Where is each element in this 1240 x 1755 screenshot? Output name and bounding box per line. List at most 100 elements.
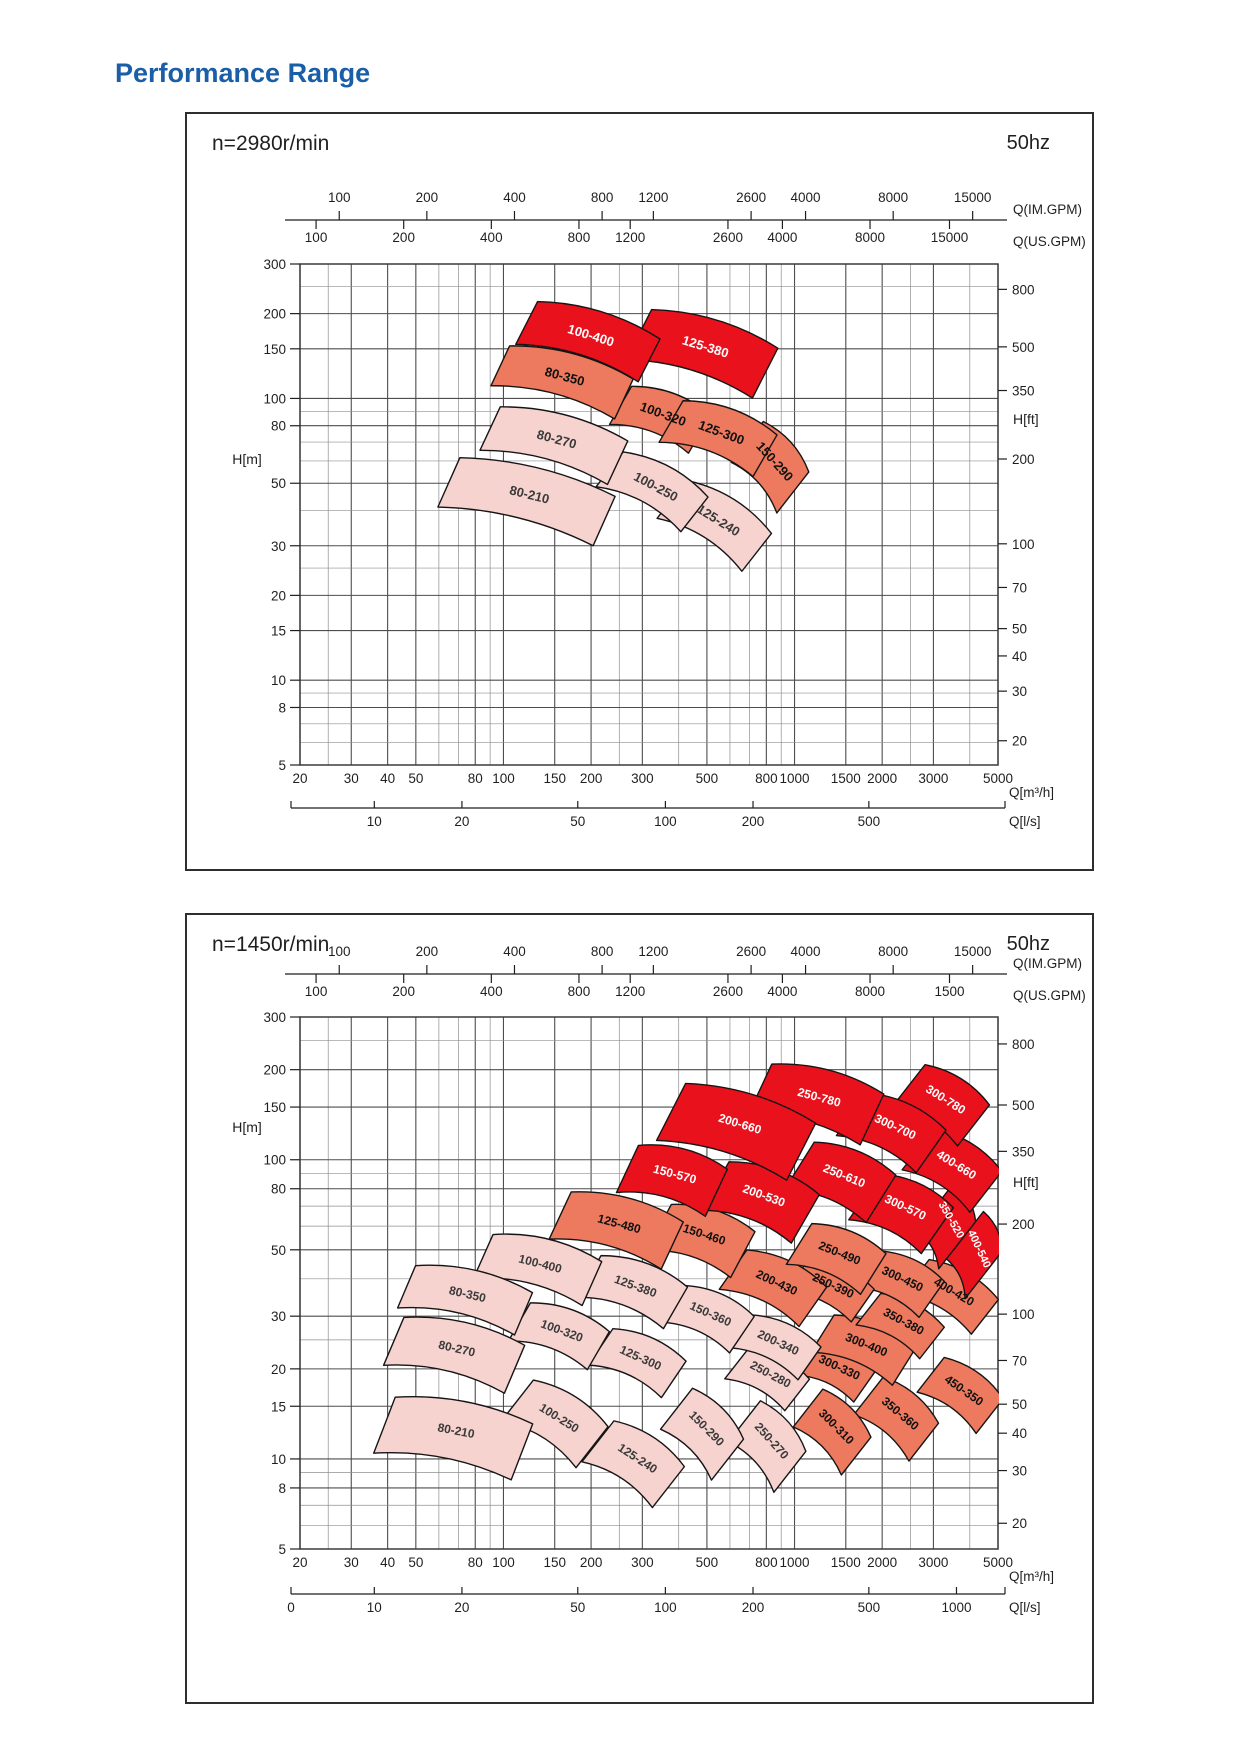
region-200-660 xyxy=(655,1082,817,1181)
flow-axis-m3h: 20 30 40 50 80 100 150 200 300 500 800 1000 1500 2000… xyxy=(292,1555,1054,1584)
chart-box-1450rpm: 100 200 400 800 1200 2600 4000 8000 15000 100 200 4… xyxy=(185,913,1094,1704)
region-80-270 xyxy=(479,406,629,486)
im-gpm-tick-label: 1200 xyxy=(638,944,668,959)
flow-m3h-tick-label: 50 xyxy=(408,771,423,786)
flow-m3h-tick-label: 5000 xyxy=(983,771,1013,786)
flow-ls-tick-label: 500 xyxy=(858,814,881,829)
head-ft-tick-label: 20 xyxy=(1012,1516,1027,1531)
im-gpm-tick-label: 1200 xyxy=(638,190,668,205)
region-80-350 xyxy=(490,345,634,420)
head-m-tick-label: 100 xyxy=(263,1153,286,1168)
us-gpm-axis-title: Q(US.GPM) xyxy=(1013,988,1086,1003)
im-gpm-tick-label: 200 xyxy=(416,190,439,205)
flow-m3h-tick-label: 300 xyxy=(631,1555,654,1570)
chart-frequency-label: 50hz xyxy=(1006,132,1050,154)
head-ft-tick-label: 200 xyxy=(1012,452,1035,467)
region-450-350 xyxy=(916,1356,999,1435)
head-ft-tick-label: 500 xyxy=(1012,340,1035,355)
region-150-360 xyxy=(659,1284,755,1354)
flow-m3h-axis-title: Q[m³/h] xyxy=(1009,1569,1054,1584)
region-80-210 xyxy=(373,1395,534,1481)
flow-ls-tick-label: 500 xyxy=(858,1600,881,1615)
region-200-340 xyxy=(728,1314,822,1381)
flow-ls-tick-label: 20 xyxy=(454,1600,469,1615)
flow-m3h-tick-label: 40 xyxy=(380,1555,395,1570)
flow-m3h-tick-label: 800 xyxy=(755,1555,778,1570)
us-gpm-tick-label: 2600 xyxy=(713,230,743,245)
head-ft-tick-label: 500 xyxy=(1012,1098,1035,1113)
im-gpm-tick-label: 2600 xyxy=(736,944,766,959)
us-gpm-tick-label: 4000 xyxy=(767,230,797,245)
flow-m3h-tick-label: 500 xyxy=(696,1555,719,1570)
flow-ls-tick-label: 200 xyxy=(742,1600,765,1615)
im-gpm-tick-label: 400 xyxy=(503,190,526,205)
region-80-210 xyxy=(437,456,616,547)
head-m-tick-label: 30 xyxy=(271,539,286,554)
pump-model-regions xyxy=(437,300,810,572)
head-axis-m: 300 200 150 100 80 50 30 20 15 10 8 5 H[m] xyxy=(232,1010,300,1557)
us-gpm-tick-label: 800 xyxy=(568,984,591,999)
head-m-tick-label: 15 xyxy=(271,1399,286,1414)
us-gpm-tick-label: 4000 xyxy=(767,984,797,999)
head-ft-axis-title: H[ft] xyxy=(1013,1174,1039,1190)
head-m-tick-label: 5 xyxy=(278,1542,286,1557)
region-125-380 xyxy=(625,308,779,399)
head-ft-tick-label: 800 xyxy=(1012,282,1035,297)
head-m-tick-label: 8 xyxy=(278,700,286,715)
head-ft-axis-title: H[ft] xyxy=(1013,411,1039,427)
head-axis-ft: 800 500 350 200 100 70 50 40 30 20 H[ft] xyxy=(998,1037,1039,1531)
flow-ls-tick-label: 20 xyxy=(454,814,469,829)
flow-axis-ls: 0 10 20 50 100 200 500 1000 Q[l/s] xyxy=(287,1587,1041,1615)
flow-ls-tick-label: 100 xyxy=(654,814,677,829)
flow-ls-axis-title: Q[l/s] xyxy=(1009,814,1041,829)
flow-ls-tick-label: 10 xyxy=(367,1600,382,1615)
flow-m3h-tick-label: 200 xyxy=(580,771,603,786)
head-axis-m: 300 200 150 100 80 50 30 20 15 10 8 5 H[m] xyxy=(232,257,300,773)
gpm-ruler: 100 200 400 800 1200 2600 4000 8000 15000 100 200 4… xyxy=(285,944,1086,1003)
flow-ls-tick-label: 100 xyxy=(654,1600,677,1615)
flow-m3h-tick-label: 200 xyxy=(580,1555,603,1570)
head-ft-tick-label: 70 xyxy=(1012,1353,1027,1368)
head-m-tick-label: 300 xyxy=(263,1010,286,1025)
region-250-270 xyxy=(727,1400,807,1494)
flow-m3h-tick-label: 3000 xyxy=(918,1555,948,1570)
head-m-tick-label: 10 xyxy=(271,1452,286,1467)
head-ft-tick-label: 20 xyxy=(1012,734,1027,749)
head-ft-tick-label: 70 xyxy=(1012,580,1027,595)
region-125-380 xyxy=(576,1254,689,1330)
head-ft-tick-label: 100 xyxy=(1012,1307,1035,1322)
us-gpm-tick-label: 400 xyxy=(480,984,503,999)
region-80-270 xyxy=(382,1316,526,1394)
head-m-tick-label: 10 xyxy=(271,673,286,688)
region-100-320 xyxy=(507,1302,611,1371)
im-gpm-tick-label: 15000 xyxy=(954,944,992,959)
im-gpm-tick-label: 100 xyxy=(328,190,351,205)
us-gpm-tick-label: 100 xyxy=(305,230,328,245)
flow-m3h-tick-label: 150 xyxy=(543,771,566,786)
flow-m3h-tick-label: 20 xyxy=(292,1555,307,1570)
chart-frequency-label: 50hz xyxy=(1006,933,1050,955)
us-gpm-tick-label: 1200 xyxy=(615,230,645,245)
im-gpm-tick-label: 2600 xyxy=(736,190,766,205)
head-m-tick-label: 50 xyxy=(271,476,286,491)
im-gpm-tick-label: 800 xyxy=(591,944,614,959)
im-gpm-tick-label: 8000 xyxy=(878,944,908,959)
head-m-tick-label: 20 xyxy=(271,1362,286,1377)
us-gpm-tick-label: 1500 xyxy=(934,984,964,999)
flow-ls-tick-label: 0 xyxy=(287,1600,295,1615)
im-gpm-tick-label: 4000 xyxy=(791,944,821,959)
head-ft-tick-label: 30 xyxy=(1012,1464,1027,1479)
flow-axis-m3h: 20 30 40 50 80 100 150 200 300 500 800 1000 1500 2000… xyxy=(292,771,1054,800)
head-ft-tick-label: 30 xyxy=(1012,684,1027,699)
us-gpm-tick-label: 15000 xyxy=(931,230,969,245)
us-gpm-tick-label: 800 xyxy=(568,230,591,245)
im-gpm-tick-label: 200 xyxy=(416,944,439,959)
im-gpm-tick-label: 400 xyxy=(503,944,526,959)
im-gpm-tick-label: 15000 xyxy=(954,190,992,205)
region-125-300 xyxy=(587,1327,687,1399)
flow-m3h-tick-label: 30 xyxy=(344,771,359,786)
flow-m3h-tick-label: 40 xyxy=(380,771,395,786)
head-m-tick-label: 5 xyxy=(278,758,286,773)
performance-chart-2980rpm: 100 200 400 800 1200 2600 4000 8000 15000 100 200 4… xyxy=(232,190,1086,829)
head-m-tick-label: 15 xyxy=(271,624,286,639)
